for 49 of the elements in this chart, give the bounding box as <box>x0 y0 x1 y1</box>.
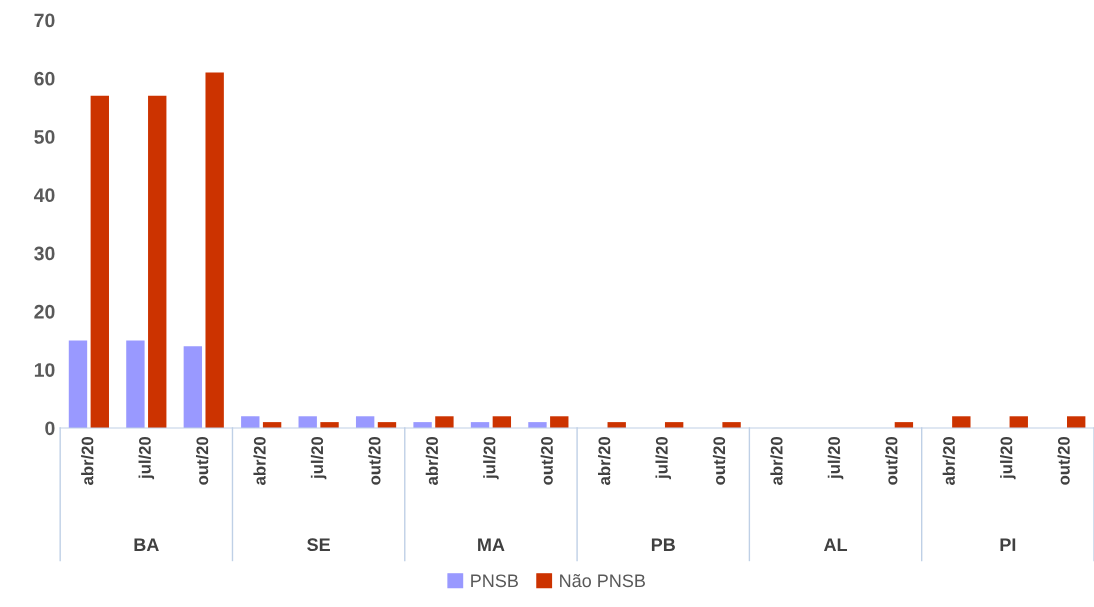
x-tick-label: out/20 <box>540 436 554 485</box>
bar <box>90 95 109 428</box>
x-tick-label: jul/20 <box>1000 436 1016 480</box>
y-tick-label: 60 <box>34 71 55 86</box>
bar <box>355 416 375 428</box>
legend-label: Não PNSB <box>560 574 645 588</box>
bar <box>435 416 454 428</box>
bar <box>148 95 167 428</box>
x-tick-label: out/20 <box>1057 436 1070 485</box>
y-tick-label: 70 <box>34 13 55 28</box>
y-tick-label: 40 <box>33 188 55 203</box>
y-tick-label: 20 <box>34 304 55 319</box>
bar <box>241 416 260 428</box>
x-tick-label: out/20 <box>368 436 381 485</box>
text: MA <box>478 538 505 551</box>
x-tick-label: abr/20 <box>253 436 266 485</box>
y-tick-label: 10 <box>34 363 55 377</box>
y-tick-label: 50 <box>34 130 55 144</box>
bar <box>492 416 512 428</box>
bar <box>205 72 224 428</box>
bar <box>126 340 145 428</box>
bar <box>68 340 88 428</box>
bar <box>298 416 317 428</box>
bar <box>1067 416 1086 428</box>
x-tick-label: jul/20 <box>655 436 672 480</box>
bar <box>183 346 203 428</box>
text: SE <box>307 538 330 552</box>
x-tick-label: abr/20 <box>425 436 439 485</box>
x-tick-label: out/20 <box>885 436 898 485</box>
x-tick-label: abr/20 <box>770 436 783 485</box>
text: AL <box>823 538 848 551</box>
x-tick-label: abr/20 <box>598 436 611 485</box>
text: PI <box>1000 538 1016 551</box>
x-tick-label: jul/20 <box>483 436 499 480</box>
x-tick-label: jul/20 <box>138 436 155 480</box>
y-tick-label: 0 <box>45 421 55 436</box>
bar <box>550 416 569 428</box>
legend-label: PNSB <box>471 574 518 588</box>
x-tick-label: out/20 <box>712 436 726 485</box>
bar <box>1009 416 1028 428</box>
x-tick-label: jul/20 <box>310 436 327 480</box>
x-tick-label: jul/20 <box>827 436 844 480</box>
text: BA <box>134 538 159 551</box>
y-tick-label: 30 <box>34 246 55 261</box>
x-tick-label: out/20 <box>195 436 209 485</box>
x-tick-label: abr/20 <box>81 436 94 485</box>
x-tick-label: abr/20 <box>942 436 956 485</box>
bar <box>952 416 971 428</box>
text: PB <box>651 538 675 551</box>
